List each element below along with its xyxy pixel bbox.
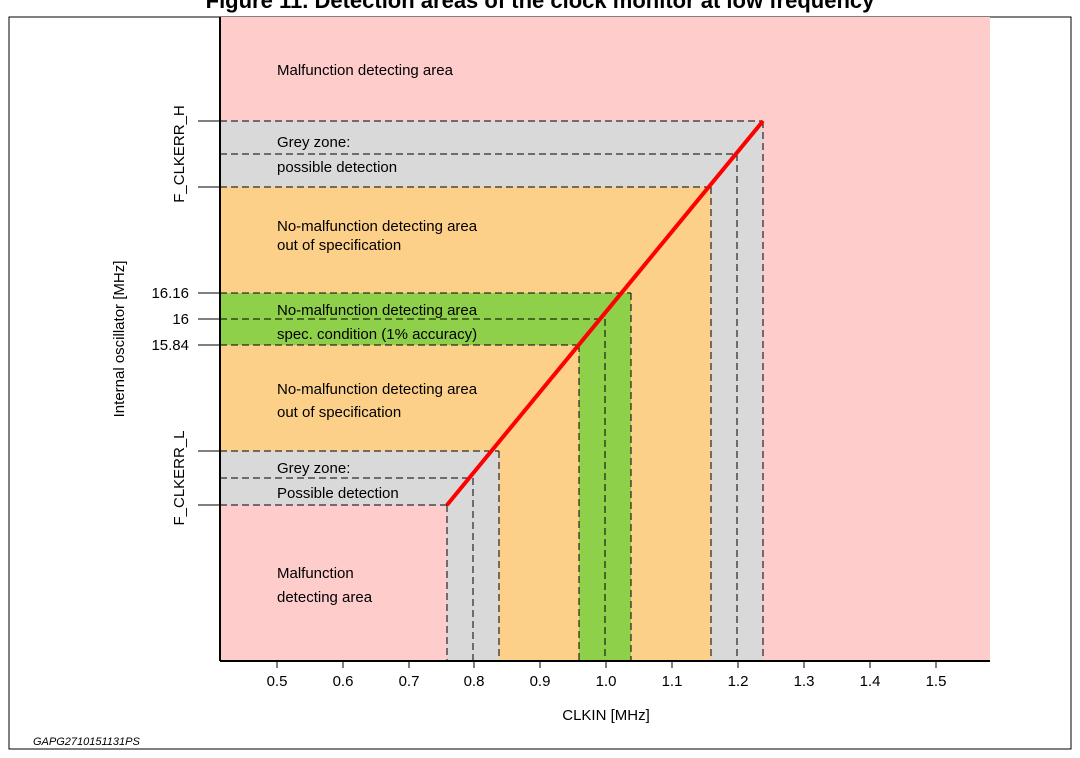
y-label-f-clkerr-l: F_CLKERR_L — [171, 430, 188, 525]
x-tick-label: 0.6 — [333, 673, 354, 690]
x-tick-label: 1.3 — [794, 673, 815, 690]
y-axis-title: Internal oscillator [MHz] — [111, 261, 128, 418]
spec-label-1: No-malfunction detecting area — [277, 302, 478, 319]
x-tick-label: 0.5 — [267, 673, 288, 690]
out-of-spec-upper-label-2: out of specification — [277, 237, 401, 254]
region-labels: Malfunction detecting area Grey zone: po… — [277, 62, 478, 606]
x-tick-label: 0.9 — [530, 673, 551, 690]
out-of-spec-upper-band — [220, 187, 711, 293]
out-of-spec-lower-label-2: out of specification — [277, 404, 401, 421]
y-label-16-16: 16.16 — [151, 285, 189, 302]
x-tick-label: 1.5 — [926, 673, 947, 690]
y-label-f-clkerr-h: F_CLKERR_H — [171, 105, 188, 203]
y-label-16: 16 — [172, 311, 189, 328]
figure-title: Figure 11. Detection areas of the clock … — [205, 0, 875, 13]
x-tick-label: 1.1 — [662, 673, 683, 690]
out-of-spec-lower-label-1: No-malfunction detecting area — [277, 381, 478, 398]
oscillator-characteristic-line — [445, 119, 765, 507]
out-of-spec-left-column — [499, 345, 579, 661]
spec-label-2: spec. condition (1% accuracy) — [277, 326, 477, 343]
figure-title-strip: Figure 11. Detection areas of the clock … — [0, 0, 1080, 17]
x-tick-label: 1.0 — [596, 673, 617, 690]
figure-id: GAPG2710151131PS — [33, 736, 140, 748]
x-tick-labels: 0.5 0.6 0.7 0.8 0.9 1.0 1.1 1.2 1.3 1.4 … — [267, 673, 947, 690]
x-ticks — [276, 661, 937, 668]
x-tick-label: 1.2 — [728, 673, 749, 690]
y-level-ticks — [198, 120, 220, 506]
malfunction-bottom-label-1: Malfunction — [277, 565, 354, 582]
x-tick-label: 0.7 — [399, 673, 420, 690]
x-axis-title: CLKIN [MHz] — [562, 707, 650, 724]
y-label-15-84: 15.84 — [151, 337, 189, 354]
x-tick-label: 0.8 — [464, 673, 485, 690]
out-of-spec-upper-label-1: No-malfunction detecting area — [277, 218, 478, 235]
malfunction-bottom-label-2: detecting area — [277, 589, 373, 606]
grey-zone-top-label-1: Grey zone: — [277, 134, 350, 151]
grey-zone-bottom-label-1: Grey zone: — [277, 460, 350, 477]
x-tick-label: 1.4 — [860, 673, 881, 690]
grey-zone-top-label-2: possible detection — [277, 159, 397, 176]
grey-zone-bottom-label-2: Possible detection — [277, 485, 399, 502]
out-of-spec-right-column — [631, 187, 711, 661]
malfunction-top-label: Malfunction detecting area — [277, 62, 454, 79]
dashed-guides — [220, 120, 764, 661]
